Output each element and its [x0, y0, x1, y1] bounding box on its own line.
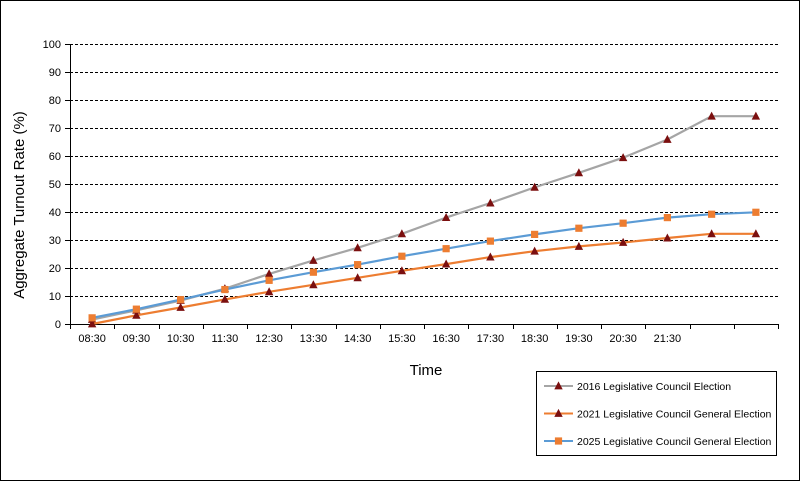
y-tick-label-90: 90 — [49, 67, 61, 79]
series-1-point-7 — [397, 229, 407, 238]
x-tick-label-1330: 13:30 — [300, 333, 328, 345]
series-layer — [87, 111, 761, 328]
legend-marker-1 — [554, 381, 563, 390]
label-layer: 0 10 20 30 40 50 60 70 80 90 100 08:30 09:30 10:30 11:… — [43, 39, 682, 345]
legend-box — [536, 371, 777, 456]
series-2-point-11 — [574, 241, 584, 250]
series-2-point-6 — [353, 273, 362, 282]
legend-label-1: 2016 Legislative Council Election — [577, 381, 731, 393]
series-1-point-10 — [530, 182, 539, 191]
series-1-point-12 — [618, 153, 628, 162]
series-2-line — [91, 232, 756, 326]
x-tick-label-1430: 14:30 — [344, 333, 372, 345]
series-1-point-13 — [663, 134, 672, 143]
series-3-point-2 — [177, 296, 185, 304]
x-tick-label-1630: 16:30 — [432, 333, 460, 345]
series-3-point-9 — [486, 237, 494, 245]
series-2-point-15 — [751, 229, 761, 238]
x-tick-label-2030: 20:30 — [609, 333, 637, 345]
series-2-point-1 — [132, 310, 141, 319]
legend-marker-2 — [554, 408, 563, 417]
series-1-point-9 — [486, 198, 495, 207]
x-tick-label-1530: 15:30 — [388, 333, 416, 345]
x-tick-label-2130: 21:30 — [654, 333, 682, 345]
series-2-point-3 — [220, 294, 230, 303]
series-1-point-8 — [441, 213, 451, 221]
x-tick-label-1030: 10:30 — [167, 333, 195, 345]
series-3-point-13 — [663, 214, 671, 222]
series-2 — [87, 229, 761, 328]
series-1-point-11 — [574, 168, 584, 177]
series-3-point-0 — [88, 314, 96, 322]
legend-label-3: 2025 Legislative Council General Electio… — [577, 436, 772, 448]
series-2-point-0 — [87, 319, 97, 328]
x-tick-label-1930: 19:30 — [565, 333, 593, 345]
x-tick-label-1130: 11:30 — [212, 333, 239, 345]
y-tick-label-0: 0 — [55, 319, 61, 331]
series-2-point-9 — [486, 252, 495, 261]
series-1-point-6 — [353, 243, 362, 252]
series-3-point-8 — [442, 245, 450, 253]
y-tick-label-100: 100 — [43, 39, 61, 51]
x-tick-label-1230: 12:30 — [255, 333, 283, 345]
series-3-point-1 — [132, 305, 140, 313]
series-3-point-7 — [398, 252, 406, 260]
series-1-point-14 — [707, 111, 716, 120]
series-2-point-10 — [530, 246, 539, 255]
series-3 — [88, 208, 760, 322]
y-tick-label-70: 70 — [49, 123, 61, 135]
series-3-point-12 — [619, 219, 627, 227]
series-2-point-12 — [618, 237, 628, 246]
y-axis-title: Aggregate Turnout Rate (%) — [11, 111, 28, 299]
series-3-point-5 — [309, 268, 317, 276]
grid-layer — [70, 44, 778, 297]
y-tick-label-10: 10 — [49, 291, 61, 303]
series-3-point-3 — [221, 285, 229, 294]
series-3-point-11 — [575, 224, 583, 232]
y-tick-label-60: 60 — [49, 151, 61, 163]
series-2-point-13 — [663, 233, 672, 242]
series-3-point-10 — [531, 230, 539, 238]
x-tick-label-0830: 08:30 — [78, 333, 106, 345]
series-2-point-14 — [707, 229, 716, 238]
y-tick-label-40: 40 — [49, 207, 61, 219]
series-1-point-4 — [264, 269, 274, 278]
series-3-point-4 — [265, 276, 273, 284]
series-2-point-5 — [309, 280, 318, 289]
series-2-point-8 — [441, 259, 451, 268]
series-3-point-6 — [354, 261, 362, 269]
legend-label-2: 2021 Legislative Council General Electio… — [577, 409, 772, 421]
series-2-point-4 — [264, 287, 274, 296]
axes-layer — [65, 44, 779, 329]
series-2-point-2 — [176, 302, 185, 311]
x-tick-label-0930: 09:30 — [123, 333, 151, 345]
series-2-point-7 — [397, 266, 407, 275]
series-3-line — [91, 211, 756, 319]
y-tick-label-20: 20 — [49, 263, 61, 275]
series-3-point-15 — [752, 208, 760, 216]
x-tick-label-1730: 17:30 — [477, 333, 505, 345]
y-tick-label-80: 80 — [49, 95, 61, 107]
series-1-point-5 — [309, 255, 318, 264]
legend: 2016 Legislative Council Election 2021 Le… — [536, 371, 777, 456]
x-axis-title: Time — [410, 362, 443, 379]
x-tick-label-1830: 18:30 — [521, 333, 549, 345]
y-tick-label-50: 50 — [49, 179, 61, 191]
series-3-point-14 — [708, 210, 716, 218]
series-1-point-15 — [751, 111, 761, 120]
legend-marker-3 — [554, 437, 563, 445]
y-tick-label-30: 30 — [49, 235, 61, 247]
